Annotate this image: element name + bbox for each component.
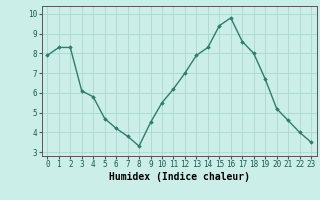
X-axis label: Humidex (Indice chaleur): Humidex (Indice chaleur): [109, 172, 250, 182]
